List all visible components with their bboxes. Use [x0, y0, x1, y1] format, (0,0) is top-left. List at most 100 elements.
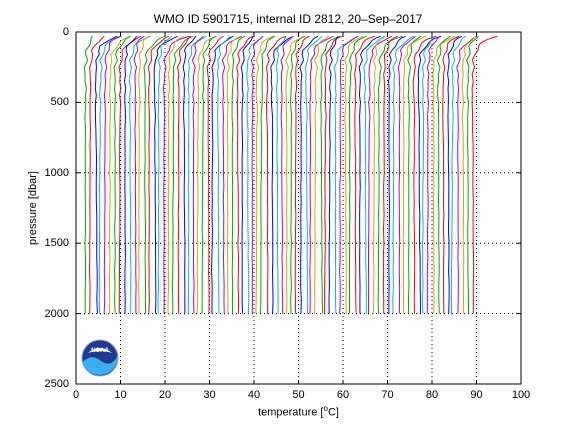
x-tick-label: 60 — [336, 389, 350, 401]
profile-line — [153, 35, 178, 314]
noaa-logo-bird — [88, 348, 112, 353]
grid-layer — [76, 32, 521, 384]
profile-line — [407, 35, 422, 314]
profile-line — [275, 36, 287, 314]
y-tick-label: 1000 — [44, 166, 69, 179]
profile-line — [313, 35, 330, 314]
profile-line — [290, 35, 306, 314]
noaa-logo-icon: NOAA — [80, 338, 120, 378]
profile-line — [447, 35, 463, 314]
profile-line — [196, 35, 217, 314]
x-tick-label: 70 — [381, 389, 394, 401]
profile-line — [442, 35, 460, 314]
profile-line — [83, 35, 93, 314]
profile-line — [143, 35, 166, 314]
profile-line — [285, 35, 306, 314]
profile-line — [432, 35, 456, 314]
profile-line — [89, 35, 105, 314]
y-tick-label: 0 — [62, 26, 69, 38]
profile-line — [221, 35, 243, 314]
profile-line — [417, 35, 442, 314]
profile-line — [466, 35, 479, 314]
profile-line — [259, 35, 276, 314]
profile-line — [339, 35, 358, 314]
profile-line — [436, 35, 451, 314]
profile-line — [206, 35, 224, 314]
profile-line — [187, 35, 207, 314]
axes-frame — [75, 31, 522, 385]
profile-line — [231, 35, 246, 314]
profile-line — [372, 35, 386, 314]
profile-line — [176, 35, 192, 314]
profile-line — [392, 35, 415, 314]
x-tick-label: 40 — [247, 389, 261, 401]
x-tick-label: 100 — [511, 389, 531, 401]
profile-line — [133, 35, 145, 314]
profile-line — [344, 35, 364, 314]
profile-line — [265, 35, 286, 314]
noaa-logo-wave — [82, 356, 118, 375]
profile-line — [363, 35, 385, 314]
x-tick-label: 30 — [203, 389, 216, 401]
profile-line — [471, 35, 498, 314]
profile-line — [182, 35, 197, 314]
profile-line — [128, 35, 151, 314]
noaa-logo-text: NOAA — [91, 348, 109, 354]
profile-line — [216, 35, 231, 314]
profile-line — [94, 35, 118, 314]
x-tick-label: 90 — [470, 389, 483, 401]
profile-line — [348, 35, 367, 314]
profile-line — [236, 35, 254, 314]
profile-line — [157, 35, 173, 314]
profile-line — [162, 35, 190, 314]
profile-line — [382, 35, 398, 314]
profile-line — [103, 35, 121, 314]
profile-line — [113, 35, 131, 314]
profile-line — [320, 35, 341, 314]
profile-lines — [83, 35, 498, 314]
profile-line — [324, 35, 343, 314]
chart-title: WMO ID 5901715, internal ID 2812, 20–Sep… — [153, 12, 423, 26]
x-tick-label: 10 — [114, 389, 127, 401]
profile-line — [246, 35, 264, 314]
profile-line — [456, 35, 478, 314]
profile-line — [388, 35, 406, 314]
profile-line — [354, 35, 375, 314]
profile-line — [358, 35, 381, 314]
profile-line — [397, 35, 416, 314]
profile-line — [211, 35, 234, 314]
y-tick-label: 500 — [50, 96, 69, 109]
profile-line — [123, 35, 138, 314]
profile-line — [367, 35, 393, 314]
x-axis-label-degree: o — [323, 404, 328, 413]
profile-line — [171, 35, 194, 314]
profile-line — [201, 35, 217, 314]
y-tick-label: 1500 — [44, 237, 69, 250]
x-axis-label-prefix: temperature [ — [258, 406, 324, 419]
profile-line — [191, 35, 204, 314]
x-axis-label-unit: C] — [327, 406, 339, 419]
profile-line — [240, 35, 255, 314]
profile-line — [226, 35, 241, 314]
profile-line — [377, 35, 403, 314]
y-tick-label: 2500 — [44, 378, 69, 390]
profile-line — [309, 35, 334, 314]
x-tick-label: 80 — [425, 389, 439, 401]
x-tick-label: 20 — [158, 389, 172, 401]
profile-line — [461, 35, 477, 314]
profile-line — [294, 35, 310, 314]
y-axis-label: pressure [dbar] — [27, 171, 39, 245]
profile-line — [255, 35, 274, 314]
y-tick-label: 2000 — [44, 307, 69, 320]
profile-line — [334, 35, 359, 314]
profile-line — [108, 35, 132, 314]
profile-line — [328, 35, 339, 314]
profile-line — [280, 35, 294, 314]
profile-line — [147, 35, 169, 314]
profile-line — [138, 35, 150, 314]
x-tick-label: 0 — [72, 389, 80, 401]
profile-line — [118, 35, 142, 314]
profile-line — [426, 35, 440, 314]
profile-line — [450, 35, 467, 314]
